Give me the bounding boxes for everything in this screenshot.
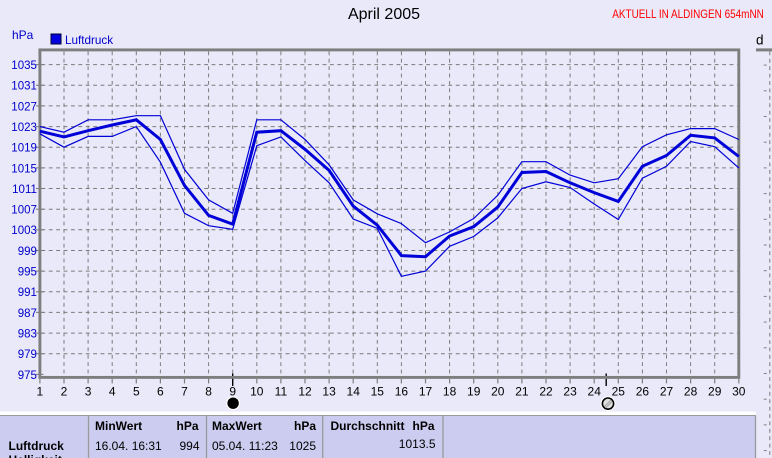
- svg-text:14: 14: [347, 385, 361, 399]
- svg-text:1003: 1003: [11, 225, 37, 237]
- svg-text:10: 10: [250, 385, 264, 399]
- svg-text:1031: 1031: [11, 81, 37, 93]
- svg-text:d: d: [756, 32, 764, 47]
- svg-text:16.04. 16:31: 16.04. 16:31: [95, 439, 162, 453]
- svg-text:6: 6: [157, 385, 164, 399]
- svg-text:979: 979: [18, 349, 37, 361]
- svg-text:18: 18: [443, 385, 457, 399]
- svg-text:27: 27: [660, 385, 674, 399]
- svg-text:29: 29: [708, 385, 722, 399]
- svg-text:5: 5: [133, 385, 140, 399]
- svg-text:Durchschnitt: Durchschnitt: [331, 419, 405, 433]
- svg-text:999: 999: [18, 246, 37, 258]
- svg-text:Luftdruck: Luftdruck: [65, 34, 113, 47]
- svg-text:1019: 1019: [11, 143, 37, 155]
- svg-text:8: 8: [205, 385, 212, 399]
- svg-text:2: 2: [61, 385, 68, 399]
- svg-text:Helligkeit: Helligkeit: [9, 453, 62, 458]
- svg-text:1: 1: [37, 385, 44, 399]
- svg-text:23: 23: [563, 385, 577, 399]
- svg-text:28: 28: [684, 385, 698, 399]
- svg-text:30: 30: [732, 385, 746, 399]
- svg-text:20: 20: [491, 385, 505, 399]
- svg-text:4: 4: [109, 385, 116, 399]
- svg-text:24: 24: [588, 385, 602, 399]
- svg-text:19: 19: [467, 385, 481, 399]
- svg-text:April 2005: April 2005: [348, 6, 420, 23]
- svg-text:hPa: hPa: [176, 419, 198, 433]
- svg-text:26: 26: [636, 385, 650, 399]
- svg-text:983: 983: [18, 329, 37, 341]
- svg-text:987: 987: [18, 308, 37, 320]
- svg-text:975: 975: [18, 370, 37, 382]
- svg-text:hPa: hPa: [413, 419, 435, 433]
- svg-text:1027: 1027: [11, 101, 37, 113]
- svg-text:994: 994: [179, 439, 199, 453]
- svg-text:1015: 1015: [11, 163, 37, 175]
- svg-text:15: 15: [371, 385, 385, 399]
- svg-text:MinWert: MinWert: [95, 419, 142, 433]
- svg-text:11: 11: [275, 385, 288, 399]
- svg-text:25: 25: [612, 385, 626, 399]
- svg-text:Luftdruck: Luftdruck: [9, 439, 65, 453]
- svg-text:21: 21: [515, 385, 529, 399]
- svg-text:17: 17: [419, 385, 433, 399]
- svg-text:AKTUELL IN ALDINGEN 654mNN: AKTUELL IN ALDINGEN 654mNN: [612, 7, 764, 21]
- svg-text:1023: 1023: [11, 122, 37, 134]
- svg-text:1013.5: 1013.5: [399, 437, 436, 451]
- svg-text:hPa: hPa: [294, 419, 316, 433]
- svg-text:3: 3: [85, 385, 92, 399]
- svg-text:22: 22: [539, 385, 553, 399]
- svg-text:9: 9: [229, 385, 236, 399]
- svg-text:7: 7: [181, 385, 188, 399]
- svg-text:12: 12: [298, 385, 312, 399]
- svg-text:05.04. 11:23: 05.04. 11:23: [212, 439, 278, 453]
- svg-text:1035: 1035: [11, 60, 37, 72]
- svg-text:MaxWert: MaxWert: [212, 419, 262, 433]
- svg-text:16: 16: [395, 385, 409, 399]
- svg-text:995: 995: [18, 267, 37, 279]
- svg-text:13: 13: [322, 385, 336, 399]
- svg-text:hPa: hPa: [12, 28, 34, 42]
- svg-text:1025: 1025: [289, 439, 316, 453]
- svg-text:1007: 1007: [11, 205, 37, 217]
- svg-text:991: 991: [18, 287, 37, 299]
- svg-text:1011: 1011: [12, 184, 37, 196]
